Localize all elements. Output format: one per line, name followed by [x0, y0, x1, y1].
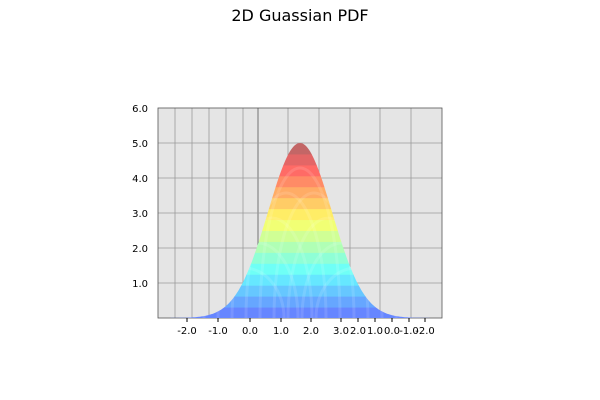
z-tick-label: 3.0 — [132, 209, 148, 220]
surface-band — [158, 274, 442, 286]
surface-band — [158, 197, 442, 210]
surface-band — [158, 219, 442, 231]
x-tick-label: -1.0 — [208, 326, 228, 337]
surface-band — [158, 296, 442, 308]
z-tick-label: 4.0 — [132, 174, 148, 185]
y-tick-label: -1.0 — [399, 326, 419, 337]
x-tick-label: 2.0 — [303, 326, 319, 337]
surface — [158, 143, 442, 318]
surface-band — [158, 285, 442, 297]
y-tick-label: 1.0 — [367, 326, 383, 337]
x-tick-label: 0.0 — [242, 326, 258, 337]
z-tick-label: 5.0 — [132, 139, 148, 150]
surface-band — [158, 241, 442, 253]
surface-band — [158, 252, 442, 264]
surface-band — [158, 307, 442, 318]
surface-band — [158, 230, 442, 242]
z-tick-label: 6.0 — [132, 104, 148, 115]
surface-band — [158, 175, 442, 188]
y-tick-label: 0.0 — [384, 326, 400, 337]
surface-band — [158, 263, 442, 275]
x-tick-label: -2.0 — [177, 326, 197, 337]
y-tick-label: 2.0 — [350, 326, 366, 337]
surface-band — [158, 153, 442, 166]
z-tick-label: 1.0 — [132, 279, 148, 290]
surface-band — [158, 186, 442, 199]
x-tick-label: 3.0 — [333, 326, 349, 337]
surface-band — [158, 143, 442, 155]
z-tick-label: 2.0 — [132, 244, 148, 255]
y-tick-label: -2.0 — [415, 326, 435, 337]
surface-facet — [258, 166, 342, 318]
x-tick-label: 1.0 — [273, 326, 289, 337]
surface-band — [158, 164, 442, 177]
surface-band — [158, 208, 442, 221]
chart-title: 2D Guassian PDF — [231, 6, 369, 25]
